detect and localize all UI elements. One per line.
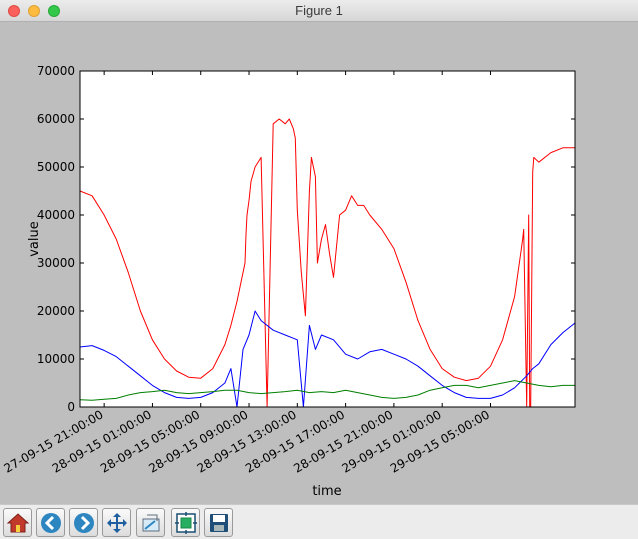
move-icon [105,511,129,535]
y-tick-label: 10000 [37,352,75,366]
y-tick-label: 70000 [37,64,75,78]
navigation-toolbar [0,504,638,539]
back-button[interactable] [36,508,65,537]
forward-button[interactable] [69,508,98,537]
subplots-button[interactable] [171,508,200,537]
save-button[interactable] [204,508,233,537]
window-title: Figure 1 [0,3,638,18]
home-button[interactable] [3,508,32,537]
y-tick-label: 60000 [37,112,75,126]
zoom-rect-icon [139,511,163,535]
y-tick-label: 50000 [37,160,75,174]
y-axis-label: value [27,221,42,257]
y-tick-label: 40000 [37,208,75,222]
y-tick-label: 30000 [37,256,75,270]
title-bar: Figure 1 [0,0,638,22]
floppy-disk-icon [207,511,231,535]
plot-canvas[interactable]: 0 10000 20000 30000 40000 50000 60000 70000 27-… [0,22,638,504]
zoom-button[interactable] [136,508,165,537]
y-tick-label: 20000 [37,304,75,318]
arrow-left-icon [39,511,63,535]
x-axis-label: time [312,484,341,499]
arrow-right-icon [72,511,96,535]
pan-button[interactable] [102,508,131,537]
subplots-icon [174,511,198,535]
home-icon [6,511,30,535]
y-tick-label: 0 [67,400,75,414]
